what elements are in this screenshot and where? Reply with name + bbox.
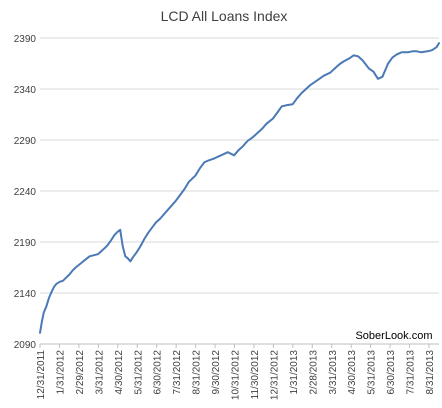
x-tick-label: 3/31/2012 [94, 350, 105, 395]
y-tick-label: 2340 [14, 85, 37, 96]
x-axis-tick-labels: 12/31/2011 1/31/2012 2/29/2012 3/31/2012 4/3… [36, 344, 436, 400]
x-tick-label: 6/30/2013 [386, 350, 397, 395]
x-tick-label: 1/31/2012 [55, 350, 66, 395]
x-tick-label: 11/30/2012 [250, 350, 261, 400]
x-tick-label: 10/31/2012 [231, 350, 242, 400]
x-tick-label: 8/31/2012 [192, 350, 203, 395]
x-tick-label: 5/31/2012 [133, 350, 144, 395]
x-tick-label: 12/31/2012 [269, 350, 280, 400]
source-watermark: SoberLook.com [355, 330, 432, 342]
x-tick-label: 2/28/2013 [308, 350, 319, 395]
x-tick-label: 7/31/2012 [172, 350, 183, 395]
y-tick-label: 2090 [14, 340, 37, 351]
x-tick-label: 7/31/2013 [406, 350, 417, 395]
x-tick-label: 12/31/2011 [36, 350, 47, 400]
x-tick-label: 3/31/2013 [328, 350, 339, 395]
x-tick-label: 4/30/2013 [347, 350, 358, 395]
x-tick-label: 9/30/2012 [211, 350, 222, 395]
y-tick-label: 2190 [14, 238, 37, 249]
y-tick-label: 2290 [14, 136, 37, 147]
x-tick-label: 6/30/2012 [153, 350, 164, 395]
series-layer [39, 42, 440, 334]
x-tick-label: 5/31/2013 [367, 350, 378, 395]
gridlines [40, 37, 439, 294]
y-tick-label: 2390 [14, 34, 37, 45]
y-axis-tick-labels: 2090 2140 2190 2240 2290 2340 2390 [14, 34, 37, 351]
chart-title: LCD All Loans Index [161, 8, 288, 24]
x-tick-label: 4/30/2012 [114, 350, 125, 395]
x-tick-label: 1/31/2013 [289, 350, 300, 395]
x-tick-label: 2/29/2012 [75, 350, 86, 395]
y-tick-label: 2240 [14, 187, 37, 198]
y-tick-label: 2140 [14, 289, 37, 300]
series-line [39, 42, 440, 334]
x-tick-label: 8/31/2013 [425, 350, 436, 395]
